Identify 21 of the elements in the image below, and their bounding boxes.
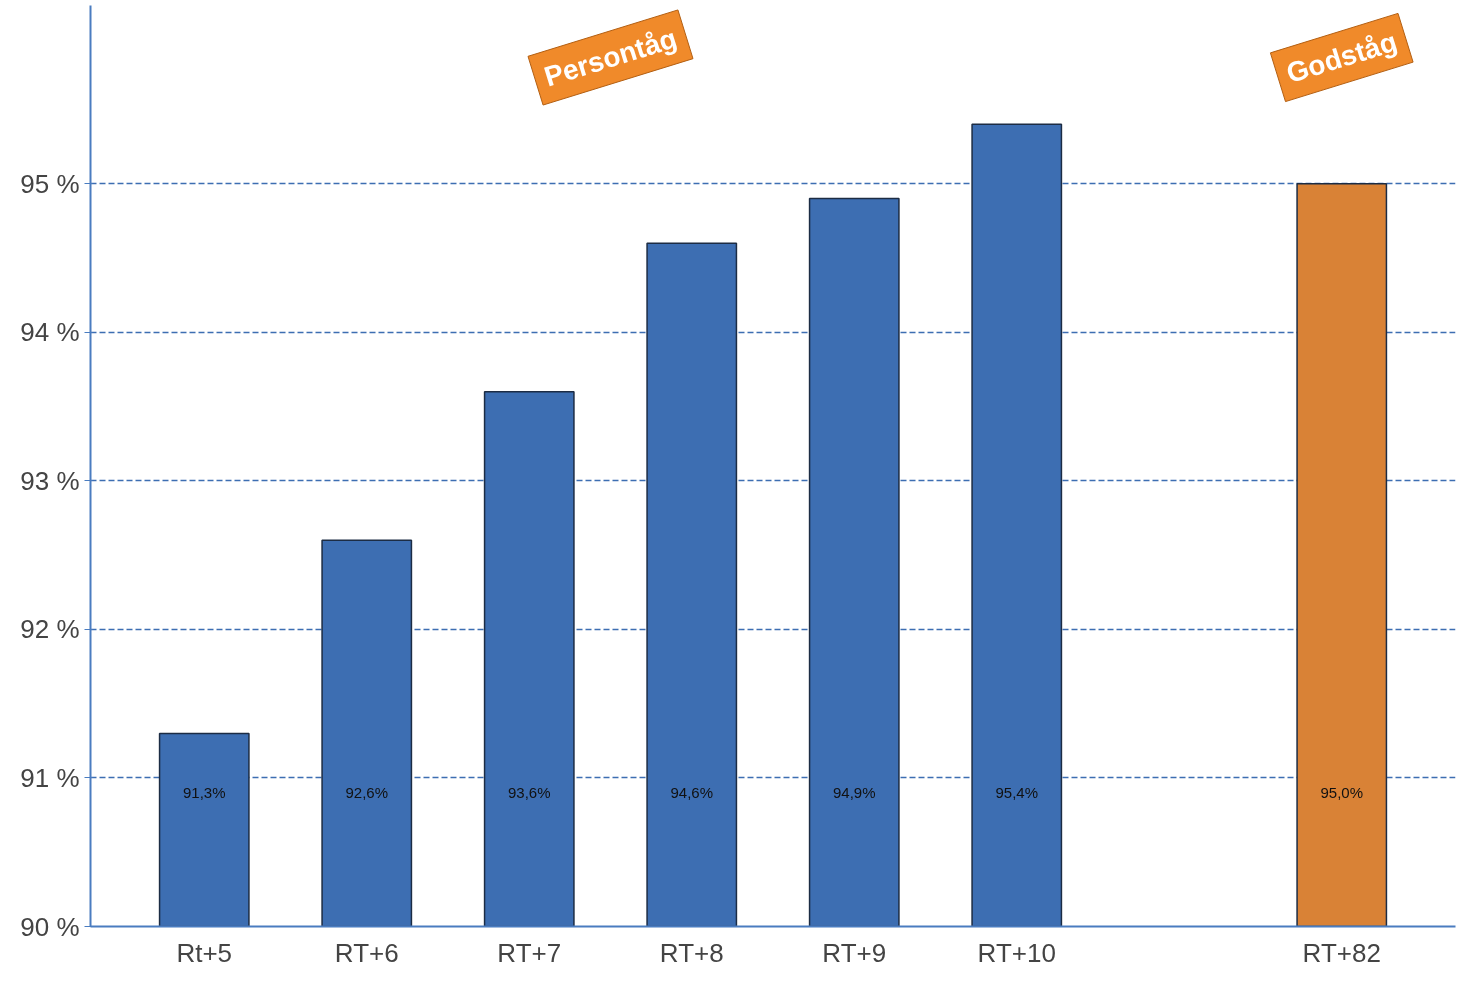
y-tick-label: 91 % — [20, 762, 80, 793]
data-label: 94,6% — [670, 784, 714, 802]
y-tick-label: 93 % — [20, 465, 80, 496]
x-tick-label: RT+10 — [977, 937, 1056, 968]
data-label: 93,6% — [507, 784, 551, 802]
y-tick-label: 92 % — [20, 614, 80, 645]
x-tick-label: Rt+5 — [176, 937, 233, 968]
data-label: 95,0% — [1320, 784, 1364, 802]
x-tick-label: RT+9 — [822, 937, 887, 968]
data-label: 95,4% — [995, 784, 1039, 802]
x-tick-label: RT+6 — [334, 937, 399, 968]
y-tick-label: 90 % — [20, 911, 80, 942]
x-tick-label: RT+7 — [497, 937, 562, 968]
y-tick-label: 95 % — [20, 168, 80, 199]
data-label: 92,6% — [345, 784, 389, 802]
x-tick-label: RT+82 — [1302, 937, 1381, 968]
y-tick-label: 94 % — [20, 317, 80, 348]
x-tick-label: RT+8 — [659, 937, 724, 968]
annotation: Godståg — [1282, 25, 1401, 90]
data-label: 94,9% — [832, 784, 876, 802]
data-label: 91,3% — [182, 784, 226, 802]
